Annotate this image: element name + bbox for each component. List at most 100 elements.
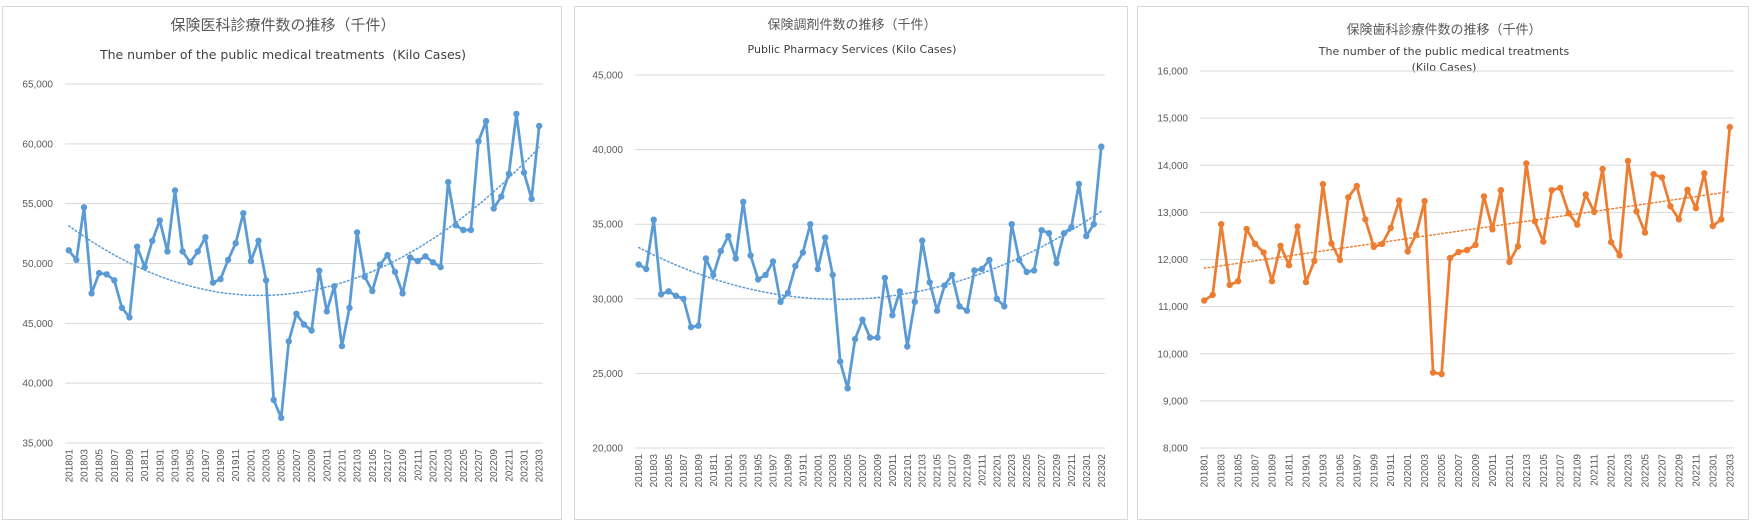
chart-subtitle: Public Pharmacy Services (Kilo Cases): [748, 43, 957, 56]
x-tick-label: 201905: [754, 454, 765, 488]
data-point: [126, 314, 133, 321]
data-point: [194, 248, 201, 255]
data-point: [1667, 203, 1674, 210]
x-tick-label: 202011: [1488, 454, 1499, 487]
data-point: [1514, 243, 1522, 250]
data-point: [452, 222, 459, 229]
data-point: [725, 232, 732, 240]
x-tick-label: 201809: [125, 449, 136, 483]
trend-line: [637, 210, 1103, 301]
data-point: [1523, 160, 1530, 167]
x-tick-label: 201911: [798, 454, 809, 487]
x-tick-label: 202111: [1590, 454, 1601, 486]
data-point: [209, 279, 217, 286]
data-point: [1353, 182, 1360, 190]
data-point: [822, 234, 829, 241]
data-point: [399, 290, 406, 297]
data-point: [1387, 224, 1394, 232]
data-point: [695, 322, 702, 329]
y-tick-label: 35,000: [22, 439, 53, 450]
data-point: [717, 247, 724, 255]
data-point: [346, 304, 353, 311]
x-tick-label: 202303: [535, 449, 546, 483]
y-tick-label: 10,000: [1157, 349, 1188, 360]
x-tick-label: 202111: [977, 454, 988, 486]
data-point: [179, 248, 186, 255]
data-point: [1650, 171, 1657, 178]
x-tick-label: 201803: [1217, 454, 1228, 488]
data-point: [904, 343, 911, 350]
x-tick-label: 201811: [1285, 454, 1296, 487]
data-point: [635, 261, 642, 268]
data-point: [323, 308, 330, 315]
data-point: [460, 226, 467, 234]
x-tick-label: 201811: [140, 449, 151, 482]
data-point: [1463, 246, 1471, 254]
data-point: [278, 414, 285, 422]
data-point: [331, 283, 338, 290]
data-point: [255, 237, 262, 244]
data-point: [784, 289, 792, 296]
data-point: [1429, 369, 1437, 376]
x-tick-label: 202103: [918, 454, 929, 488]
data-point: [963, 307, 971, 314]
data-point: [1531, 218, 1538, 225]
data-point: [740, 198, 747, 205]
data-point: [1090, 221, 1097, 228]
x-tick-label: 202101: [337, 449, 348, 483]
data-point: [859, 316, 866, 323]
data-point: [1616, 252, 1623, 259]
x-tick-label: 201805: [664, 454, 675, 488]
x-tick-label: 201807: [1251, 454, 1262, 488]
y-tick-label: 8,000: [1163, 444, 1188, 455]
data-point: [316, 267, 323, 274]
x-tick-label: 201901: [1301, 454, 1312, 488]
x-tick-label: 202302: [1097, 454, 1108, 488]
data-point: [1370, 243, 1377, 250]
data-point: [1565, 210, 1572, 217]
y-tick-label: 25,000: [592, 369, 623, 380]
data-point: [65, 247, 72, 254]
x-tick-label: 202203: [444, 449, 455, 483]
data-point: [118, 304, 126, 311]
data-point: [1574, 221, 1581, 228]
x-tick-label: 201811: [709, 454, 720, 487]
chart-svg-dental: 保険歯科診療件数の推移（千件） The number of the public …: [1157, 22, 1736, 488]
y-tick-label: 9,000: [1163, 396, 1188, 407]
x-tick-label: 202105: [933, 454, 944, 488]
data-point: [851, 335, 859, 343]
y-tick-label: 14,000: [1157, 161, 1188, 172]
data-point: [133, 243, 141, 250]
data-point: [777, 298, 784, 305]
data-point: [1260, 249, 1267, 256]
data-point: [384, 251, 391, 259]
data-point: [429, 259, 437, 266]
x-tick-label: 202003: [262, 449, 273, 483]
data-point: [1345, 194, 1352, 201]
data-point: [807, 221, 814, 228]
data-point: [993, 295, 1000, 302]
data-point: [505, 170, 513, 177]
data-point: [1294, 223, 1301, 230]
data-point: [202, 234, 209, 241]
data-point: [986, 256, 993, 264]
data-point: [687, 323, 695, 331]
data-point: [414, 257, 421, 265]
data-point: [1201, 297, 1208, 304]
chart-panel-medical: 保険医科診療件数の推移（千件） The number of the public …: [2, 6, 562, 520]
data-point: [1234, 278, 1242, 285]
trend-line: [68, 146, 540, 297]
x-tick-label: 202101: [1505, 454, 1516, 488]
data-point: [769, 258, 777, 265]
y-tick-label: 50,000: [22, 259, 53, 270]
data-point: [149, 237, 156, 244]
data-point: [232, 240, 239, 247]
x-tick-label: 201907: [769, 454, 780, 488]
data-point: [956, 303, 963, 310]
data-point: [1472, 241, 1479, 249]
chart-subtitle: (Kilo Cases): [1412, 61, 1477, 74]
trend-line: [1203, 190, 1731, 269]
x-tick-label: 201801: [1200, 454, 1211, 488]
x-tick-label: 201909: [783, 454, 794, 488]
data-point: [1540, 238, 1547, 245]
